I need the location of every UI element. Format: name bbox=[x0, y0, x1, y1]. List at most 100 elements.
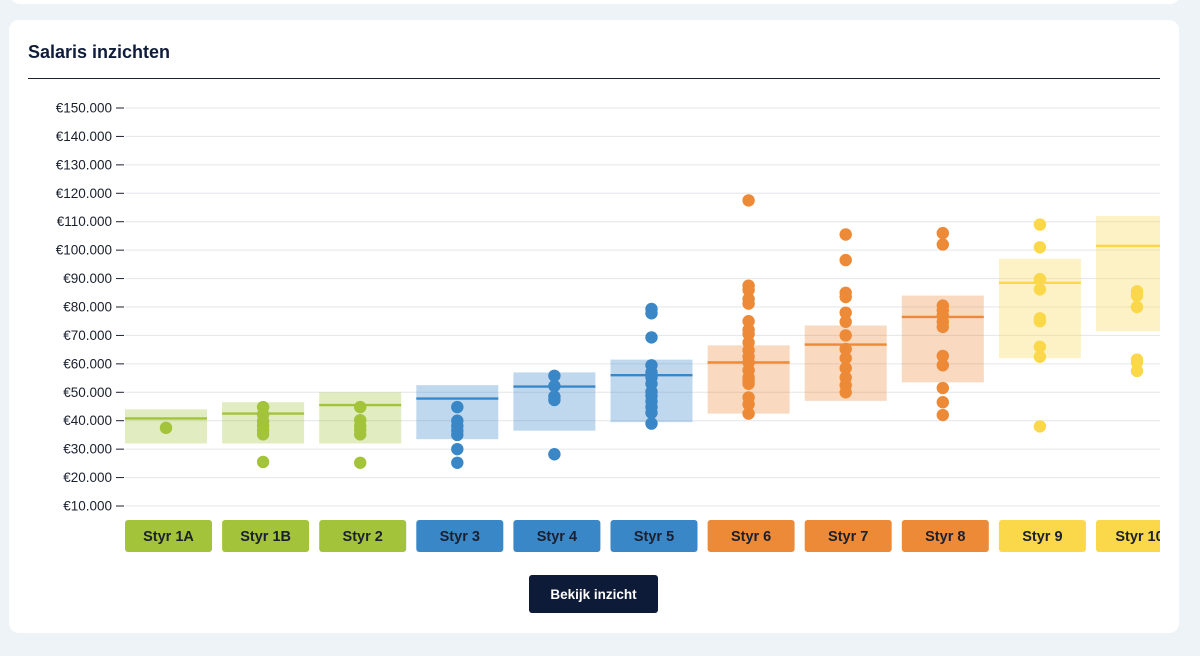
plot-area: Styr 1A Styr 1B Styr 2 Styr 3 Styr 4 Styr 5 St… bbox=[125, 194, 1163, 552]
category-label: Styr 6 bbox=[731, 529, 771, 545]
data-point bbox=[1033, 272, 1047, 286]
category-label-box bbox=[319, 520, 407, 552]
data-point bbox=[742, 283, 755, 297]
data-point bbox=[645, 417, 658, 430]
data-point bbox=[354, 428, 367, 441]
data-point bbox=[839, 290, 852, 304]
data-point bbox=[839, 386, 852, 399]
data-point bbox=[936, 226, 949, 240]
category-group: Styr 6 bbox=[707, 194, 795, 552]
category-group: Styr 4 bbox=[513, 369, 601, 552]
data-point bbox=[645, 307, 658, 320]
data-point bbox=[1033, 241, 1047, 254]
data-point bbox=[1033, 340, 1047, 353]
data-point bbox=[1033, 315, 1047, 328]
data-point bbox=[839, 253, 852, 267]
data-point bbox=[645, 406, 658, 419]
card-title: Salaris inzichten bbox=[28, 42, 171, 62]
category-label: Styr 10 bbox=[1115, 529, 1163, 545]
category-label-box bbox=[610, 520, 698, 552]
data-point bbox=[839, 228, 852, 241]
data-point bbox=[742, 407, 755, 420]
category-label-box bbox=[901, 520, 989, 552]
data-point bbox=[1130, 300, 1144, 314]
data-point bbox=[936, 320, 949, 334]
data-point bbox=[1130, 364, 1144, 378]
category-label-box bbox=[707, 520, 795, 552]
data-point bbox=[839, 306, 852, 319]
category-label-box bbox=[513, 520, 601, 552]
data-point bbox=[354, 400, 367, 414]
y-tick-label: €150.000 bbox=[56, 101, 112, 116]
data-point bbox=[936, 381, 949, 395]
category-label-box bbox=[998, 520, 1086, 552]
y-tick-label: €30.000 bbox=[63, 442, 112, 457]
category-group: Styr 9 bbox=[998, 218, 1086, 552]
data-point bbox=[1130, 289, 1144, 302]
category-label: Styr 2 bbox=[343, 529, 383, 545]
data-point bbox=[451, 442, 464, 456]
y-axis: €150.000 €140.000 €130.000 €120.000 €110.000… bbox=[56, 101, 1160, 514]
data-point bbox=[839, 315, 852, 328]
y-tick-label: €70.000 bbox=[63, 328, 112, 343]
category-label-box bbox=[416, 520, 504, 552]
data-point bbox=[742, 398, 755, 411]
category-label: Styr 5 bbox=[634, 529, 674, 545]
y-tick-label: €130.000 bbox=[56, 157, 112, 172]
data-point bbox=[256, 428, 270, 441]
data-point bbox=[451, 428, 464, 442]
data-point bbox=[1033, 350, 1047, 363]
category-label: Styr 3 bbox=[440, 529, 480, 545]
previous-card-edge bbox=[0, 0, 1200, 12]
category-group: Styr 1A bbox=[125, 409, 212, 552]
category-group: Styr 1B bbox=[222, 400, 310, 552]
y-tick-label: €60.000 bbox=[63, 356, 112, 371]
data-point bbox=[1033, 218, 1047, 231]
y-tick-label: €50.000 bbox=[63, 385, 112, 400]
category-group: Styr 2 bbox=[319, 392, 407, 552]
data-point bbox=[548, 393, 561, 407]
data-point bbox=[839, 342, 852, 356]
title-divider bbox=[28, 78, 1160, 79]
data-point bbox=[256, 455, 270, 469]
data-point bbox=[548, 369, 561, 382]
category-label: Styr 4 bbox=[537, 529, 577, 545]
y-tick-label: €20.000 bbox=[63, 470, 112, 485]
data-point bbox=[1130, 356, 1144, 369]
data-point bbox=[839, 329, 852, 342]
category-group: Styr 8 bbox=[901, 226, 989, 552]
category-label: Styr 9 bbox=[1022, 529, 1062, 545]
category-label: Styr 1A bbox=[143, 529, 194, 545]
data-point bbox=[742, 194, 755, 207]
view-insight-button[interactable]: Bekijk inzicht bbox=[529, 575, 658, 613]
data-point bbox=[936, 396, 949, 409]
data-point bbox=[645, 331, 658, 344]
data-point bbox=[839, 361, 852, 375]
data-point bbox=[354, 456, 367, 469]
data-point bbox=[742, 297, 755, 310]
data-point bbox=[548, 379, 561, 393]
data-point bbox=[159, 421, 173, 435]
y-tick-label: €80.000 bbox=[63, 300, 112, 315]
data-point bbox=[839, 351, 852, 365]
data-point bbox=[548, 448, 561, 461]
y-tick-label: €110.000 bbox=[57, 214, 112, 229]
data-point bbox=[1033, 420, 1047, 433]
y-tick-label: €140.000 bbox=[56, 129, 112, 144]
category-label: Styr 7 bbox=[828, 529, 868, 545]
category-label-box bbox=[1096, 520, 1160, 552]
data-point bbox=[742, 327, 755, 341]
data-point bbox=[742, 315, 755, 328]
category-group: Styr 5 bbox=[610, 302, 698, 552]
data-point bbox=[936, 408, 949, 422]
category-group: Styr 10 bbox=[1096, 216, 1163, 552]
data-point bbox=[936, 238, 949, 251]
y-tick-label: €10.000 bbox=[63, 499, 112, 514]
category-label: Styr 8 bbox=[925, 529, 965, 545]
category-group: Styr 7 bbox=[804, 228, 892, 552]
y-tick-label: €90.000 bbox=[63, 271, 112, 286]
data-point bbox=[742, 377, 755, 390]
data-point bbox=[1033, 283, 1047, 296]
category-group: Styr 3 bbox=[416, 385, 504, 552]
data-point bbox=[936, 349, 949, 363]
